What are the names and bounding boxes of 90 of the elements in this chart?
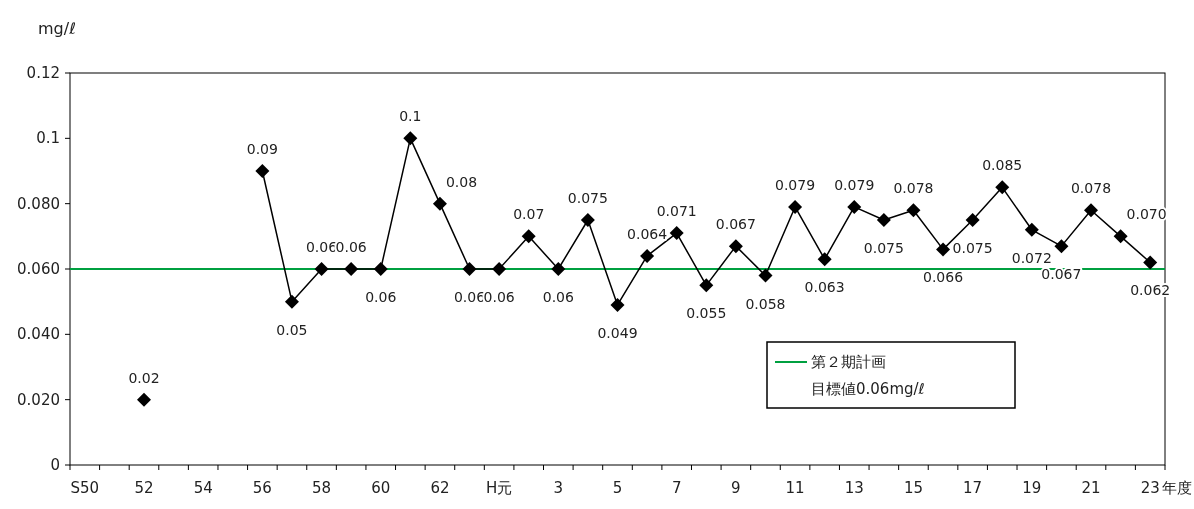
point xyxy=(344,262,359,276)
xtick: 52 xyxy=(134,479,154,497)
point xyxy=(699,278,714,293)
xtick: 58 xyxy=(312,479,332,497)
point xyxy=(728,239,743,254)
xtick: 19 xyxy=(1022,479,1042,497)
xtick: 13 xyxy=(844,479,864,497)
xtick: 5 xyxy=(612,479,623,497)
point xyxy=(1024,222,1039,237)
data-label: 0.075 xyxy=(952,240,993,256)
point xyxy=(906,203,921,218)
point xyxy=(580,213,595,227)
point xyxy=(758,268,773,283)
point xyxy=(521,229,536,244)
xtick: 11 xyxy=(785,479,805,497)
point xyxy=(1113,229,1128,244)
ytick: 0.020 xyxy=(17,390,60,409)
ytick: 0.1 xyxy=(36,129,60,148)
point xyxy=(817,252,832,267)
data-label: 0.06 xyxy=(365,289,397,305)
xtick: 60 xyxy=(371,479,391,497)
point xyxy=(432,196,447,211)
note: 目標値0.06mg/ℓ xyxy=(811,380,925,398)
xlabel: 年度 xyxy=(1162,479,1193,497)
xtick: 7 xyxy=(671,479,682,497)
data-label: 0.07 xyxy=(513,206,545,223)
point xyxy=(284,294,299,309)
data-label: 0.06 xyxy=(483,289,515,305)
point xyxy=(373,262,388,276)
data-label: 0.078 xyxy=(893,180,934,197)
point xyxy=(936,242,951,257)
point xyxy=(136,392,151,407)
point xyxy=(462,262,477,276)
data-label: 0.02 xyxy=(128,369,160,386)
point xyxy=(640,248,655,263)
point xyxy=(669,226,684,241)
xtick: 62 xyxy=(430,479,450,497)
data-label: 0.072 xyxy=(1011,249,1052,266)
point xyxy=(788,199,803,214)
xtick: 56 xyxy=(252,479,272,497)
point xyxy=(847,199,862,214)
data-label: 0.079 xyxy=(775,176,816,193)
point xyxy=(551,262,566,276)
data-label: 0.09 xyxy=(246,141,278,157)
data-label: 0.075 xyxy=(567,190,608,206)
point xyxy=(492,262,507,276)
ytick: 0.060 xyxy=(17,260,60,278)
xtick: 9 xyxy=(731,479,741,497)
data-label: 0.071 xyxy=(656,203,697,220)
ylabel: mg/ℓ xyxy=(38,19,76,38)
point xyxy=(1084,203,1099,218)
point xyxy=(1054,239,1069,254)
data-label: 0.079 xyxy=(834,176,875,193)
data-label: 0.06 xyxy=(542,289,574,305)
data-label: 0.1 xyxy=(399,108,422,125)
ytick: 0.080 xyxy=(17,194,60,213)
ytick: 0 xyxy=(50,456,60,474)
point xyxy=(995,180,1010,195)
data-label: 0.067 xyxy=(715,216,756,233)
point xyxy=(314,262,329,276)
xtick: 23 xyxy=(1140,479,1160,497)
data-label: 0.06 xyxy=(335,239,367,255)
data-label: 0.064 xyxy=(627,225,668,242)
data-label: 0.05 xyxy=(276,321,308,338)
data-label: 0.08 xyxy=(445,173,478,190)
xtick: 15 xyxy=(903,479,923,497)
data-label: 0.049 xyxy=(597,324,638,341)
data-label: 0.085 xyxy=(982,157,1023,174)
data-label: 0.058 xyxy=(745,295,786,312)
xtick: S50 xyxy=(70,479,100,497)
data-label: 0.055 xyxy=(686,305,727,322)
xtick: 54 xyxy=(193,479,213,497)
data-label: 0.067 xyxy=(1041,266,1082,283)
ytick: 0.040 xyxy=(17,325,60,344)
xtick: 17 xyxy=(963,479,983,497)
point xyxy=(255,164,270,178)
data-label: 0.078 xyxy=(1070,180,1112,197)
xtick: H元 xyxy=(486,479,513,497)
xtick: 3 xyxy=(553,479,564,497)
data-label: 0.063 xyxy=(804,279,845,296)
xtick: 21 xyxy=(1081,479,1101,497)
data-label: 0.075 xyxy=(863,240,904,256)
legend-text: 第２期計画 xyxy=(811,353,886,371)
point xyxy=(403,131,418,146)
ytick: 0.12 xyxy=(26,64,60,82)
point xyxy=(1143,255,1158,270)
point xyxy=(876,213,891,227)
data-label: 0.066 xyxy=(923,269,964,286)
point xyxy=(965,213,980,227)
point xyxy=(610,297,625,312)
